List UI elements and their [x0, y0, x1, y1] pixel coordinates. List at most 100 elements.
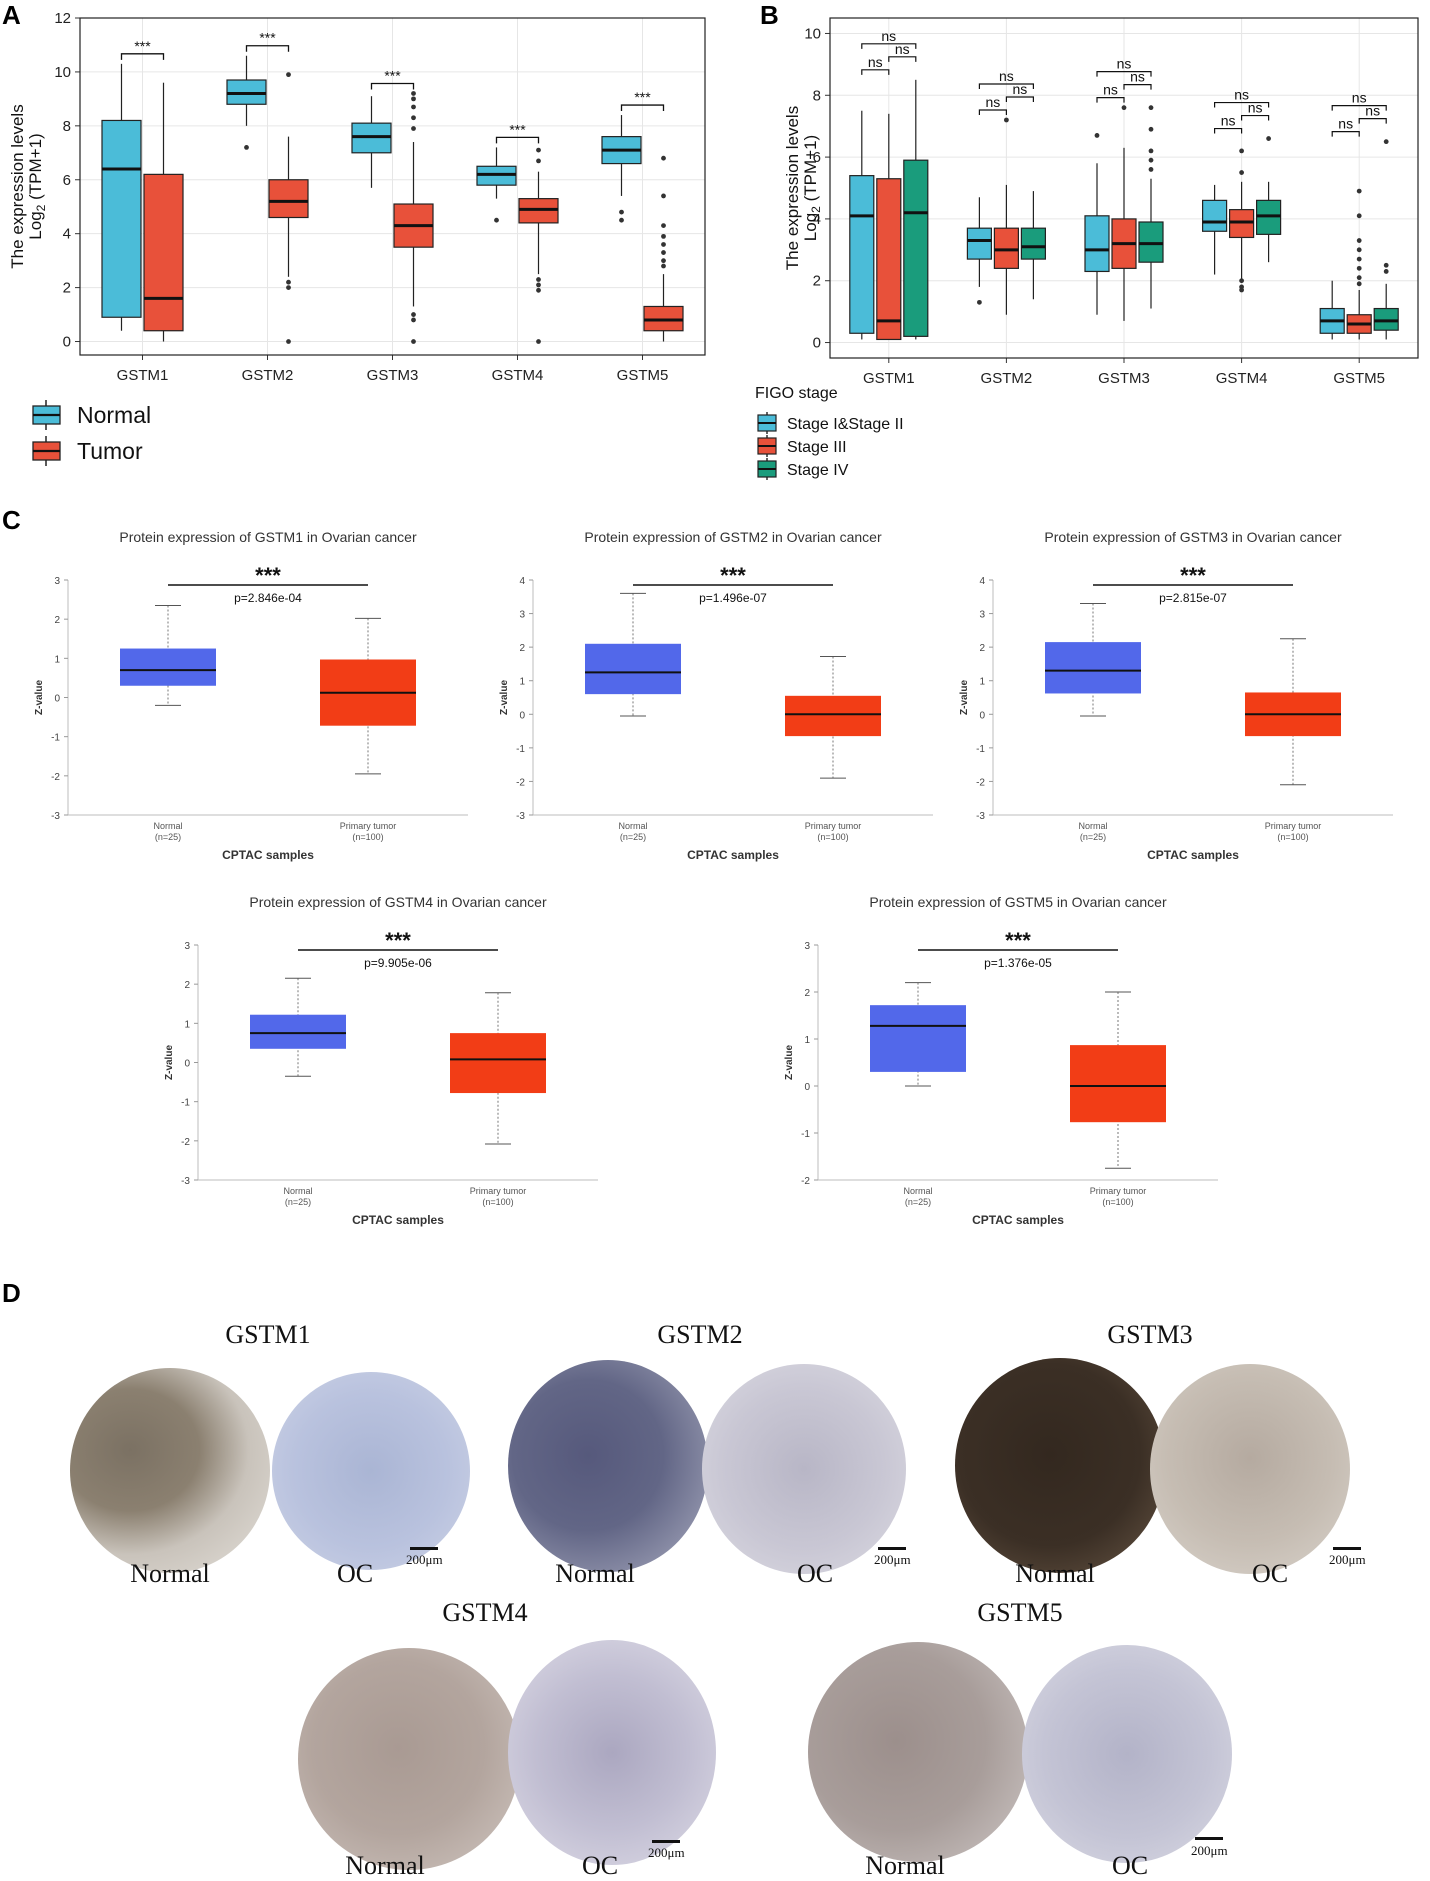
ihc-normal-gstm3-image	[955, 1358, 1165, 1573]
outlier-point	[1148, 167, 1154, 172]
x-tick-label: Primary tumor	[805, 821, 862, 831]
y-tick-label: 0	[813, 335, 821, 352]
significance-ns: ns	[881, 28, 896, 44]
box-primary-tumor	[785, 695, 881, 737]
x-tick-label: GSTM4	[492, 367, 544, 384]
x-tick-n: (n=100)	[817, 832, 848, 842]
x-axis-title: CPTAC samples	[222, 848, 314, 862]
outlier-point	[1383, 262, 1389, 268]
significance-stars: ***	[1180, 563, 1206, 588]
y-tick-label: -1	[181, 1098, 190, 1109]
outlier-point	[286, 72, 291, 78]
y-tick-label: 0	[63, 334, 71, 351]
box-normal	[351, 96, 392, 188]
x-tick-label: GSTM3	[367, 367, 419, 384]
ihc-oc-gstm1-image	[272, 1372, 470, 1570]
significance-bracket	[1214, 127, 1243, 134]
significance-ns: ns	[1013, 81, 1028, 97]
outlier-point	[1148, 126, 1154, 132]
significance-bracket	[978, 109, 1007, 115]
box-normal	[601, 115, 642, 223]
ihc-normal-label-gstm2: Normal	[555, 1559, 635, 1588]
outlier-point	[619, 217, 624, 223]
box-stage-iv	[1256, 136, 1282, 263]
y-tick-label: -3	[516, 811, 525, 822]
cptac-plot-title: Protein expression of GSTM5 in Ovarian c…	[869, 894, 1167, 910]
outlier-point	[411, 317, 416, 323]
y-tick-label: 4	[979, 576, 985, 587]
significance-ns: ns	[1248, 100, 1263, 116]
outlier-point	[411, 91, 416, 96]
significance-ns: ns	[895, 41, 910, 57]
ihc-normal-gstm2-image	[508, 1360, 708, 1572]
x-tick-label: Primary tumor	[340, 821, 397, 831]
ihc-oc-gstm4-image	[508, 1640, 716, 1865]
ihc-normal-gstm4-image	[298, 1648, 520, 1870]
significance-bracket	[1096, 97, 1125, 103]
outlier-point	[661, 250, 666, 255]
y-tick-label: 2	[519, 643, 525, 654]
y-tick-label: -2	[801, 1176, 810, 1187]
scale-label-gstm4: 200μm	[648, 1845, 685, 1860]
y-tick-label: 0	[54, 694, 60, 705]
outlier-point	[619, 209, 624, 215]
x-tick-label: GSTM1	[117, 367, 169, 384]
box-body	[849, 175, 875, 334]
outlier-point	[1356, 188, 1362, 194]
cptac-plot-1: Protein expression of GSTM1 in Ovarian c…	[34, 529, 468, 862]
significance-bracket	[1123, 84, 1152, 90]
outlier-point	[977, 299, 982, 305]
box-stage-iv	[1138, 105, 1164, 309]
box-stage-i-stage-ii	[1202, 184, 1228, 275]
outlier-point	[411, 126, 416, 131]
ihc-oc-label-gstm5: OC	[1111, 1851, 1149, 1880]
box-stage-iv	[1020, 191, 1046, 300]
outlier-point	[286, 339, 291, 344]
legend-label-normal: Normal	[77, 402, 151, 428]
box-tumor	[393, 91, 434, 344]
ihc-oc-label-gstm2: OC	[796, 1559, 834, 1588]
significance-stars: ***	[385, 928, 411, 953]
scale-bar-gstm5	[1195, 1837, 1223, 1840]
x-tick-label: Primary tumor	[1265, 821, 1322, 831]
significance-ns: ns	[1103, 82, 1118, 98]
y-tick-label: -2	[181, 1137, 190, 1148]
legend-label: Stage IV	[787, 462, 849, 479]
outlier-point	[661, 223, 666, 228]
box-stage-iv	[903, 79, 929, 340]
panel-label-d: D	[2, 1278, 21, 1308]
y-tick-label: -1	[976, 744, 985, 755]
box-stage-iii	[1346, 188, 1372, 340]
significance-bracket	[1331, 131, 1360, 137]
significance-stars: ***	[259, 30, 276, 46]
box-body	[268, 179, 309, 219]
y-tick-label: 2	[54, 615, 60, 626]
x-tick-n: (n=25)	[155, 832, 181, 842]
box-stage-iii	[993, 117, 1019, 315]
y-tick-label: 3	[804, 941, 810, 952]
y-tick-label: 8	[63, 118, 71, 135]
box-primary-tumor	[1070, 1045, 1166, 1123]
outlier-point	[661, 258, 666, 264]
outlier-point	[661, 193, 666, 199]
outlier-point	[494, 217, 499, 223]
box-body	[1373, 307, 1399, 331]
x-axis-title: CPTAC samples	[352, 1213, 444, 1227]
y-tick-label: 12	[54, 10, 71, 27]
box-body	[966, 227, 992, 260]
significance-bracket	[245, 45, 290, 52]
y-tick-label: 2	[184, 980, 190, 991]
outlier-point	[536, 339, 541, 344]
x-tick-label: GSTM2	[981, 370, 1033, 387]
box-stage-iii	[1111, 105, 1137, 321]
x-tick-label: Normal	[618, 821, 647, 831]
ihc-normal-label-gstm5: Normal	[865, 1851, 945, 1880]
significance-bracket	[861, 69, 890, 75]
outlier-point	[661, 263, 666, 269]
ihc-title-gstm2: GSTM2	[657, 1320, 743, 1349]
significance-bracket	[1214, 101, 1270, 108]
box-body	[1202, 199, 1228, 232]
y-tick-label: 3	[54, 576, 60, 587]
box-body	[903, 159, 929, 337]
significance-ns: ns	[1221, 113, 1236, 129]
